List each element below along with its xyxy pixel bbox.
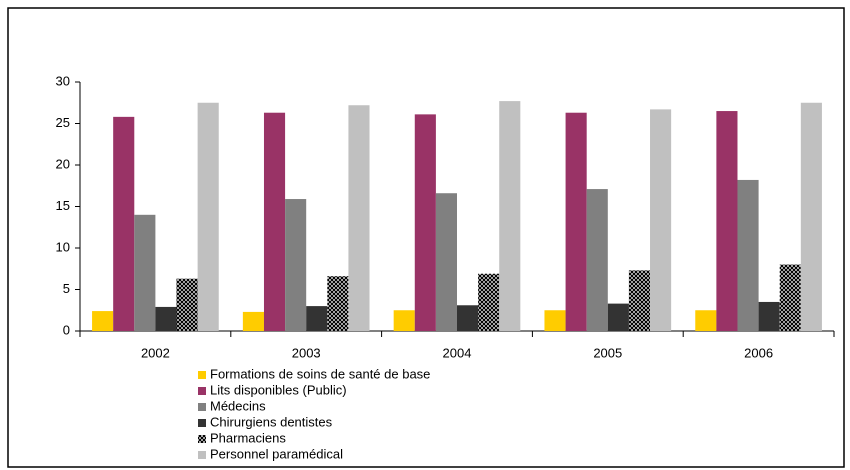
bar [457, 305, 479, 331]
bar [586, 189, 608, 331]
bar [197, 102, 219, 331]
bar [327, 276, 349, 331]
bar [348, 105, 370, 332]
bar [716, 111, 738, 331]
bar [92, 311, 114, 331]
legend-swatch [198, 419, 206, 427]
bar [393, 310, 415, 331]
bar [263, 112, 286, 332]
y-tick-label: 10 [56, 239, 70, 254]
bar [435, 193, 457, 331]
bar [499, 101, 521, 331]
legend-label: Personnel paramédical [210, 446, 343, 461]
x-tick-label: 2006 [744, 345, 773, 360]
bar [306, 306, 328, 331]
bar [628, 270, 651, 331]
y-tick-label: 5 [63, 281, 70, 296]
x-tick-label: 2003 [292, 345, 321, 360]
bar [242, 311, 264, 331]
legend-label: Pharmaciens [210, 430, 286, 445]
legend-label: Médecins [210, 398, 266, 413]
legend-label: Lits disponibles (Public) [210, 382, 347, 397]
x-tick-label: 2004 [443, 345, 472, 360]
y-tick-label: 30 [56, 73, 70, 88]
legend-swatch [198, 435, 206, 443]
legend-swatch [198, 371, 206, 379]
legend-swatch [198, 387, 206, 395]
bar [737, 179, 759, 331]
bar [113, 116, 135, 331]
bar [779, 264, 801, 331]
y-tick-label: 15 [56, 198, 70, 213]
legend-swatch [198, 451, 206, 459]
bar [544, 310, 566, 331]
legend-swatch [198, 403, 206, 411]
bar [695, 310, 717, 331]
legend-label: Formations de soins de santé de base [210, 366, 430, 381]
bar [414, 114, 436, 332]
bar [800, 102, 822, 331]
bar [134, 214, 156, 331]
bar [758, 301, 780, 331]
bar [478, 273, 500, 331]
frame [7, 7, 845, 468]
y-tick-label: 20 [56, 156, 70, 171]
bar [607, 303, 629, 331]
bar [176, 278, 198, 331]
bar [650, 109, 672, 331]
y-tick-label: 25 [56, 115, 70, 130]
x-tick-label: 2005 [593, 345, 622, 360]
y-tick-label: 0 [63, 322, 70, 337]
bar [155, 306, 177, 331]
legend-label: Chirurgiens dentistes [210, 414, 333, 429]
bar [565, 112, 587, 332]
bar [285, 199, 307, 331]
x-tick-label: 2002 [141, 345, 170, 360]
